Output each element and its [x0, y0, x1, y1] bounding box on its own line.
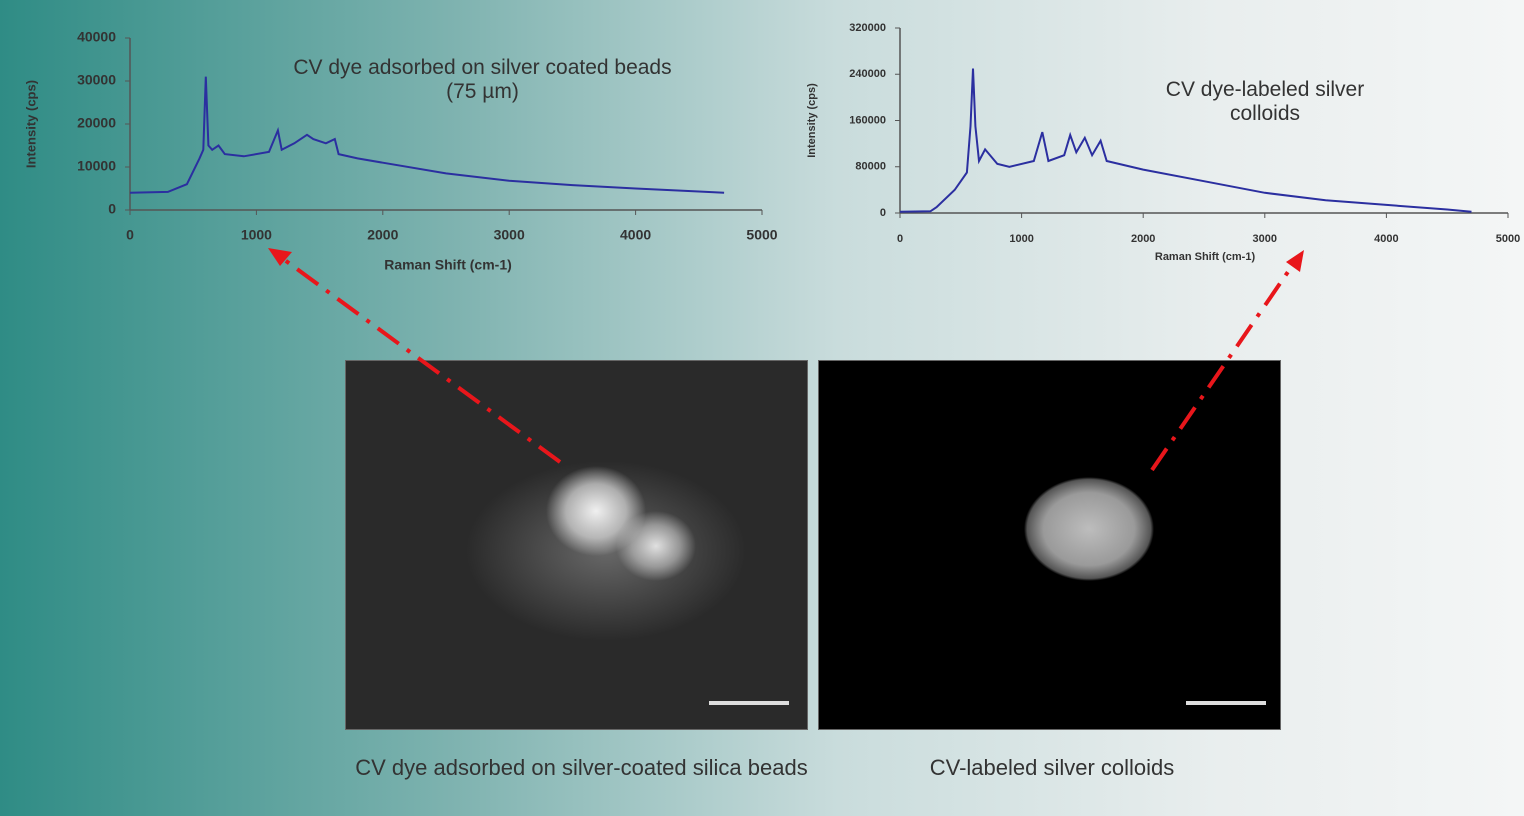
x-tick-label: 2000	[1131, 233, 1155, 245]
y-tick-label: 240000	[849, 68, 886, 80]
x-tick-label: 1000	[241, 227, 272, 243]
x-tick-label: 2000	[367, 227, 398, 243]
chart-title: CV dye adsorbed on silver coated beads (…	[293, 56, 672, 103]
x-tick-label: 5000	[746, 227, 777, 243]
x-tick-label: 4000	[1374, 233, 1398, 245]
x-tick-label: 0	[126, 227, 134, 243]
spectrum-line	[129, 76, 725, 194]
arrow	[280, 256, 562, 464]
x-tick-label: 4000	[620, 227, 651, 243]
y-axis-label: Intensity (cps)	[23, 80, 38, 168]
x-tick-label: 5000	[1496, 233, 1520, 245]
arrows	[280, 256, 1294, 472]
colloid-image	[818, 360, 1281, 730]
y-tick-label: 30000	[77, 72, 116, 88]
x-tick-label: 1000	[1009, 233, 1033, 245]
x-tick-label: 0	[897, 233, 903, 245]
arrowhead	[268, 248, 292, 266]
y-tick-label: 20000	[77, 115, 116, 131]
spectrum-line	[899, 68, 1472, 213]
y-tick-label: 320000	[849, 22, 886, 34]
caption: CV dye adsorbed on silver-coated silica …	[355, 755, 808, 780]
caption: CV-labeled silver colloids	[929, 755, 1175, 780]
scale-bar	[1186, 701, 1266, 705]
scale-bar	[709, 701, 789, 705]
y-tick-label: 10000	[77, 158, 116, 174]
y-tick-label: 40000	[77, 29, 116, 45]
y-tick-label: 80000	[855, 161, 886, 173]
x-axis-label: Raman Shift (cm-1)	[384, 257, 512, 273]
x-tick-label: 3000	[1253, 233, 1277, 245]
y-tick-label: 0	[108, 201, 116, 217]
bead-image	[345, 360, 808, 730]
y-tick-label: 160000	[849, 114, 886, 126]
y-tick-label: 0	[880, 207, 886, 219]
x-axis-label: Raman Shift (cm-1)	[1155, 251, 1256, 263]
chart-title: CV dye-labeled silver colloids	[1165, 78, 1365, 125]
y-axis-label: Intensity (cps)	[806, 83, 818, 158]
arrow	[1150, 264, 1294, 472]
arrowhead	[1286, 250, 1304, 272]
x-tick-label: 3000	[494, 227, 525, 243]
